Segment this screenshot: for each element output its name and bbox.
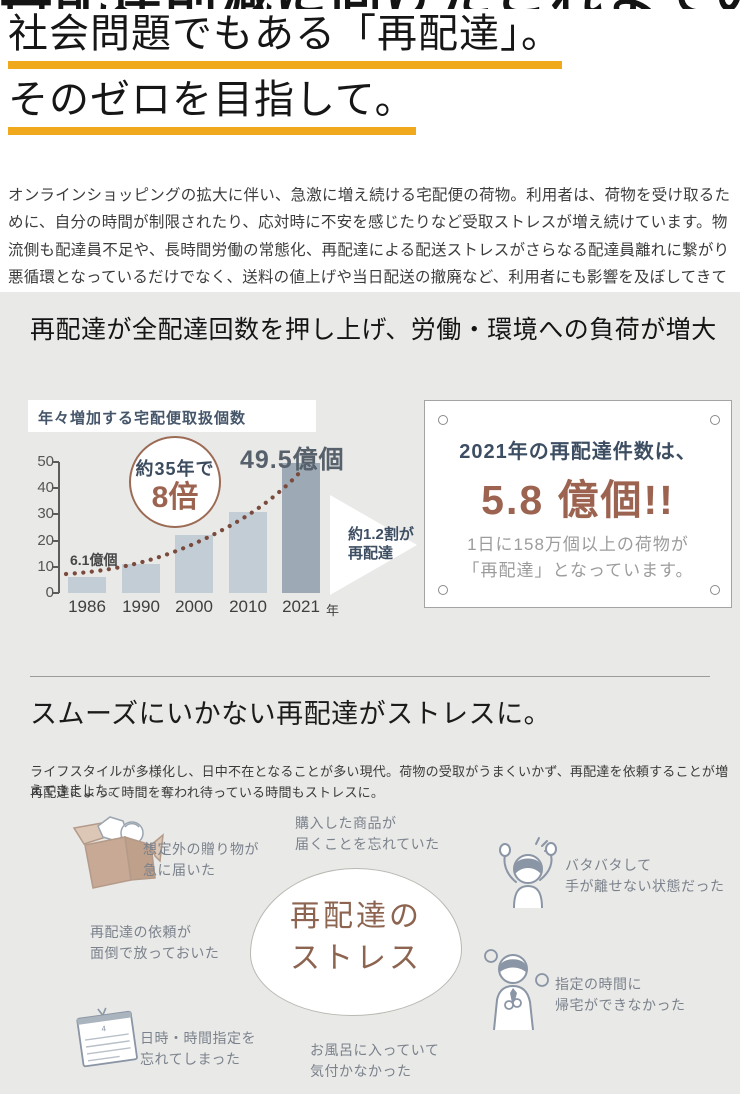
first-bar-value-label: 6.1億個 bbox=[70, 552, 118, 568]
chart-title: 年々増加する宅配便取扱個数 bbox=[38, 410, 247, 427]
x-tick-label: 2010 bbox=[229, 597, 267, 616]
stress-paragraph-line2: 再配達によって時間を奪われ待っている時間もストレスに。 bbox=[30, 785, 385, 800]
x-axis-unit: 年 bbox=[326, 603, 340, 618]
intro-paragraph: オンラインショッピングの拡大に伴い、急激に増え続ける宅配便の荷物。利用者は、荷物… bbox=[8, 186, 731, 314]
trend-dotted-curve bbox=[63, 467, 305, 577]
y-tick-label: 30 bbox=[37, 505, 54, 522]
stress-item-unexpected-gift: 想定外の贈り物が 急に届いた bbox=[143, 841, 259, 878]
stat-card-desc-line1: 1日に158万個以上の荷物が bbox=[467, 535, 689, 554]
bar-2000 bbox=[175, 535, 213, 593]
bar-1990 bbox=[122, 564, 160, 593]
clipped-heading-text: 再配達削減に向けたこれまでの取り組み bbox=[0, 0, 740, 9]
redelivery-share-line1: 約1.2割が bbox=[348, 526, 414, 543]
x-tick-label: 1990 bbox=[122, 597, 160, 616]
y-axis-line bbox=[58, 462, 60, 593]
growth-badge-circle: 約35年で 8倍 bbox=[129, 436, 221, 528]
x-tick-label: 1986 bbox=[68, 597, 106, 616]
stress-item-left-request: 再配達の依頼が 面倒で放っておいた bbox=[90, 924, 220, 961]
stat-card-desc-line2: 「再配達」となっています。 bbox=[462, 561, 694, 580]
bar-2010 bbox=[229, 512, 267, 593]
load-section-heading: 再配達が全配達回数を押し上げ、労働・環境への負荷が増大 bbox=[30, 316, 717, 344]
bar-1986 bbox=[68, 577, 106, 593]
x-tick-label: 2000 bbox=[175, 597, 213, 616]
screw-dot-icon bbox=[710, 585, 720, 595]
stress-bubble-line2: ストレス bbox=[290, 942, 422, 975]
y-tick-label: 0 bbox=[45, 584, 54, 601]
stress-item-forgot-purchase: 購入した商品が 届くことを忘れていた bbox=[295, 815, 440, 852]
stress-paragraph-line1: ライフスタイルが多様化し、日中不在となることが多い現代。荷物の受取がうまくいかず… bbox=[30, 764, 729, 798]
stress-bubble-line1: 再配達の bbox=[290, 900, 422, 933]
right-arrow-shape bbox=[330, 495, 417, 595]
stress-item-busy-hands: バタバタして 手が離せない状態だった bbox=[565, 857, 725, 894]
y-tick bbox=[53, 592, 59, 594]
growth-badge-line1: 約35年で bbox=[135, 459, 215, 479]
y-tick bbox=[53, 461, 59, 463]
svg-text:4: 4 bbox=[101, 1024, 107, 1034]
y-tick-label: 40 bbox=[37, 479, 54, 496]
stressed-person-icon bbox=[499, 837, 557, 908]
growth-badge-line2: 8倍 bbox=[151, 481, 199, 514]
y-tick bbox=[53, 487, 59, 489]
gift-box-icon bbox=[72, 816, 164, 889]
y-tick bbox=[53, 540, 59, 542]
last-bar-value-label: 49.5億個 bbox=[240, 446, 345, 474]
stat-card-heading: 2021年の再配達件数は、 bbox=[459, 441, 697, 463]
chart-title-bar: 年々増加する宅配便取扱個数 bbox=[28, 400, 316, 432]
page-title-line-2: そのゼロを目指して。 bbox=[8, 76, 416, 135]
bar-chart-plot: 6.1億個 49.5億個 約35年で 8倍 約1.2割が 再配達 年 1986 1… bbox=[30, 436, 417, 618]
y-tick bbox=[53, 513, 59, 515]
redelivery-share-label: 約1.2割が 再配達 bbox=[348, 525, 414, 563]
stress-item-in-bath: お風呂に入っていて 気付かなかった bbox=[310, 1042, 440, 1079]
screw-dot-icon bbox=[438, 415, 448, 425]
stress-bubble: 再配達の ストレス bbox=[250, 868, 462, 1016]
late-person-icon bbox=[484, 949, 549, 1030]
bar-2021 bbox=[282, 463, 320, 593]
y-tick-label: 10 bbox=[37, 558, 54, 575]
gray-section: 再配達が全配達回数を押し上げ、労働・環境への負荷が増大 年々増加する宅配便取扱個… bbox=[0, 292, 740, 1094]
y-tick-label: 50 bbox=[37, 453, 54, 470]
stress-item-late-home: 指定の時間に 帰宅ができなかった bbox=[555, 976, 686, 1013]
stress-item-forgot-schedule: 日時・時間指定を 忘れてしまった bbox=[140, 1030, 256, 1067]
x-tick-label: 2021 bbox=[282, 597, 320, 616]
y-tick-label: 20 bbox=[37, 532, 54, 549]
section-divider bbox=[30, 676, 710, 677]
stress-section-heading: スムーズにいかない再配達がストレスに。 bbox=[30, 699, 552, 729]
screw-dot-icon bbox=[438, 585, 448, 595]
redelivery-share-line2: 再配達 bbox=[348, 545, 394, 562]
clipped-heading-top: 再配達削減に向けたこれまでの取り組み bbox=[0, 0, 740, 9]
y-tick bbox=[53, 566, 59, 568]
stat-card-value: 5.8 億個!! bbox=[481, 477, 675, 523]
redelivery-stat-card: 2021年の再配達件数は、 5.8 億個!! 1日に158万個以上の荷物が 「再… bbox=[424, 400, 732, 608]
page-title-line-1: 社会問題でもある「再配達」。 bbox=[8, 10, 562, 69]
screw-dot-icon bbox=[710, 415, 720, 425]
calendar-icon: 4 bbox=[76, 1007, 138, 1068]
